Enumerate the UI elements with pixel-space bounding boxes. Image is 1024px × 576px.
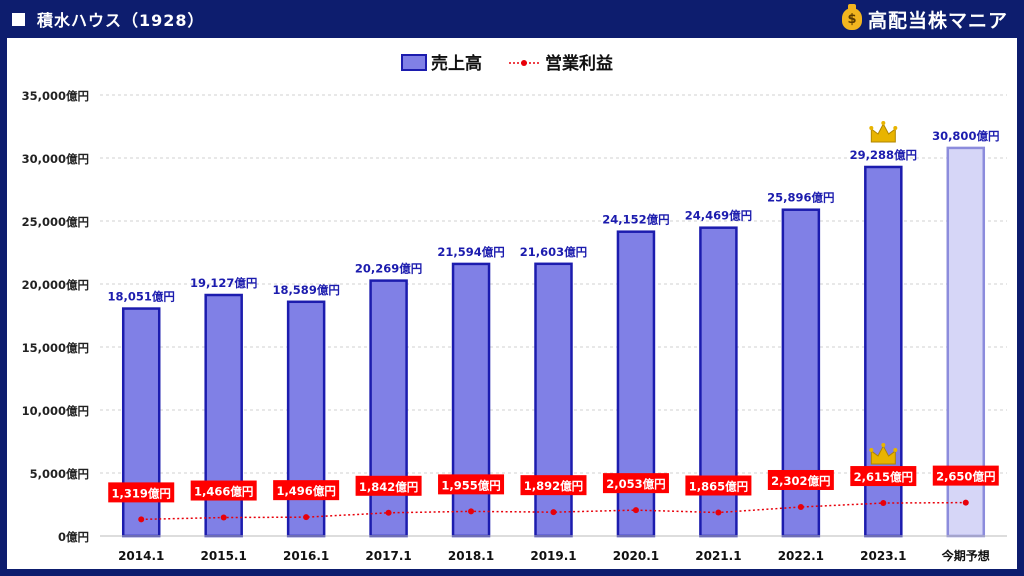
revenue-data-label: 29,288億円 [850, 148, 917, 162]
revenue-data-label: 21,603億円 [520, 245, 587, 259]
square-bullet-icon [12, 12, 25, 26]
y-tick-label: 20,000億円 [22, 278, 89, 292]
operating-profit-point [632, 507, 639, 514]
revenue-data-label: 21,594億円 [437, 245, 504, 259]
x-tick-label: 2022.1 [778, 549, 824, 563]
profit-data-label: 1,842億円 [359, 480, 418, 494]
money-bag-icon: $ [841, 4, 862, 30]
y-tick-label: 30,000億円 [22, 152, 89, 166]
y-tick-label: 5,000億円 [30, 467, 89, 481]
brand-name: 高配当株マニア [867, 9, 1008, 32]
y-tick-label: 25,000億円 [22, 215, 89, 229]
operating-profit-point [550, 509, 557, 516]
legend-bar-swatch [401, 54, 427, 71]
revenue-data-label: 18,051億円 [108, 290, 175, 304]
operating-profit-point [220, 514, 227, 521]
operating-profit-point [303, 514, 310, 521]
revenue-data-label: 18,589億円 [272, 283, 339, 297]
profit-data-label: 1,466億円 [194, 485, 253, 499]
profit-label-box [520, 475, 587, 496]
operating-profit-point [468, 508, 475, 515]
y-tick-label: 15,000億円 [22, 341, 89, 355]
x-tick-label: 2014.1 [118, 549, 164, 563]
operating-profit-point [715, 509, 722, 516]
x-tick-label: 2015.1 [201, 549, 247, 563]
revenue-data-label: 24,469億円 [685, 209, 752, 223]
operating-profit-point [385, 509, 392, 516]
page-title: 積水ハウス（1928） [37, 11, 205, 30]
x-tick-label: 2021.1 [695, 549, 741, 563]
legend-line-label: 営業利益 [545, 53, 613, 74]
x-tick-label: 2017.1 [365, 549, 411, 563]
x-tick-label: 2023.1 [860, 549, 906, 563]
profit-label-box [108, 482, 175, 503]
revenue-data-label: 30,800億円 [932, 129, 999, 143]
legend-line-marker [521, 60, 527, 66]
operating-profit-point [880, 500, 887, 507]
profit-label-box [355, 475, 422, 496]
profit-label-box [685, 475, 752, 496]
title-group: 積水ハウス（1928） [0, 7, 205, 31]
profit-label-box [850, 466, 917, 487]
revenue-bar [451, 262, 491, 538]
revenue-bar [286, 300, 326, 538]
y-tick-label: 35,000億円 [22, 89, 89, 103]
revenue-data-label: 20,269億円 [355, 262, 422, 276]
crown-icon-jewel [893, 125, 898, 130]
crown-icon-jewel [881, 120, 886, 125]
y-tick-label: 0億円 [58, 530, 89, 544]
x-tick-label: 2018.1 [448, 549, 494, 563]
profit-data-label: 1,955億円 [441, 478, 500, 492]
x-tick-label: 今期予想 [941, 548, 990, 563]
profit-label-box [273, 480, 340, 501]
profit-data-label: 1,865億円 [689, 480, 748, 494]
profit-label-box [438, 474, 505, 495]
operating-profit-point [962, 499, 969, 506]
x-tick-label: 2016.1 [283, 549, 329, 563]
revenue-data-label: 19,127億円 [190, 276, 257, 290]
header-bar: 積水ハウス（1928） $ 高配当株マニア [0, 0, 1024, 38]
crown-icon-jewel [869, 125, 874, 130]
profit-label-box [767, 469, 834, 490]
crown-icon-jewel [869, 448, 874, 453]
profit-data-label: 2,302億円 [771, 474, 830, 488]
revenue-bar [369, 279, 408, 538]
profit-data-label: 2,053億円 [606, 477, 665, 491]
crown-icon [870, 444, 896, 465]
profit-data-label: 2,650億円 [936, 470, 995, 484]
legend-bar-label: 売上高 [431, 53, 482, 74]
crown-icon [870, 122, 896, 143]
crown-icon-jewel [881, 443, 886, 448]
x-tick-label: 2020.1 [613, 549, 659, 563]
revenue-data-label: 24,152億円 [602, 213, 669, 227]
profit-data-label: 1,319億円 [112, 486, 171, 500]
profit-data-label: 1,496億円 [276, 484, 335, 498]
chart-panel: 0億円 5,000億円 10,000億円 15,000億円 20,000億円 25,000… [7, 38, 1017, 569]
y-tick-label: 10,000億円 [22, 404, 89, 418]
crown-icon-jewel [893, 448, 898, 453]
brand-group: $ 高配当株マニア [841, 4, 1024, 33]
revenue-bar [534, 262, 573, 538]
profit-label-box [602, 473, 669, 494]
operating-profit-point [797, 503, 804, 510]
revenue-data-label: 25,896億円 [767, 191, 834, 205]
profit-label-box [190, 480, 257, 501]
operating-profit-point [138, 516, 145, 523]
chart-svg: 0億円 5,000億円 10,000億円 15,000億円 20,000億円 25,000… [22, 53, 1007, 563]
profit-data-label: 1,892億円 [524, 479, 583, 493]
x-tick-label: 2019.1 [530, 549, 576, 563]
profit-label-box [932, 465, 999, 486]
profit-data-label: 2,615億円 [854, 470, 913, 484]
